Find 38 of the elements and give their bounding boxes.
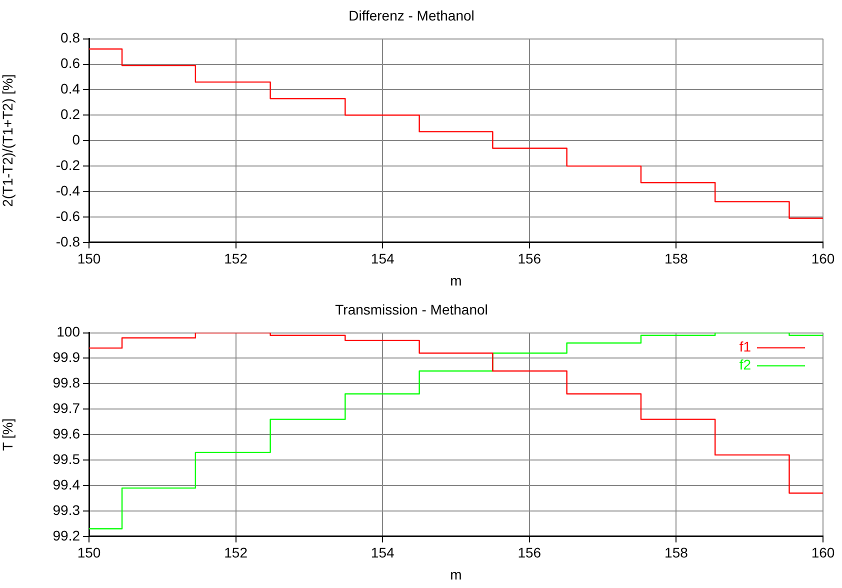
- x-tick-label: 154: [370, 250, 394, 267]
- x-tick-label: 150: [77, 250, 101, 267]
- y-tick-label: 0: [72, 131, 80, 148]
- x-tick-label: 154: [370, 544, 394, 561]
- x-tick-label: 160: [811, 544, 835, 561]
- chart-title: Differenz - Methanol: [348, 7, 474, 24]
- x-tick-label: 156: [518, 544, 542, 561]
- y-tick-label: 0.4: [60, 80, 80, 97]
- y-axis-title: T [%]: [0, 418, 16, 451]
- y-tick-label: 99.2: [52, 527, 80, 544]
- y-tick-label: 99.9: [52, 349, 80, 366]
- y-tick-label: 0.6: [60, 55, 80, 72]
- y-tick-label: 99.3: [52, 502, 80, 518]
- x-tick-label: 158: [664, 544, 688, 561]
- x-tick-label: 152: [224, 544, 248, 561]
- y-tick-label: -0.6: [56, 208, 80, 224]
- y-tick-label: 99.4: [52, 476, 80, 492]
- x-tick-label: 150: [77, 544, 101, 561]
- x-tick-label: 158: [664, 250, 688, 267]
- x-tick-label: 160: [811, 250, 835, 267]
- x-tick-label: 152: [224, 250, 248, 267]
- y-tick-label: -0.8: [56, 233, 80, 250]
- legend-label: f1: [739, 338, 752, 355]
- y-axis-title: 2(T1-T2)/(T1+T2) [%]: [0, 74, 16, 207]
- y-tick-label: 99.5: [52, 450, 80, 467]
- y-tick-label: 100: [56, 324, 80, 340]
- y-tick-label: 0.8: [60, 30, 80, 46]
- y-tick-label: 99.7: [52, 400, 80, 416]
- x-axis-title: m: [450, 566, 462, 582]
- y-tick-label: 0.2: [60, 106, 80, 122]
- x-tick-label: 156: [518, 250, 542, 267]
- legend-label: f2: [739, 356, 752, 373]
- x-axis-title: m: [450, 272, 462, 288]
- y-tick-label: -0.4: [56, 182, 80, 198]
- y-tick-label: -0.2: [56, 156, 80, 173]
- y-tick-label: 99.8: [52, 374, 80, 391]
- chart-title: Transmission - Methanol: [335, 301, 488, 318]
- y-tick-label: 99.6: [52, 425, 80, 442]
